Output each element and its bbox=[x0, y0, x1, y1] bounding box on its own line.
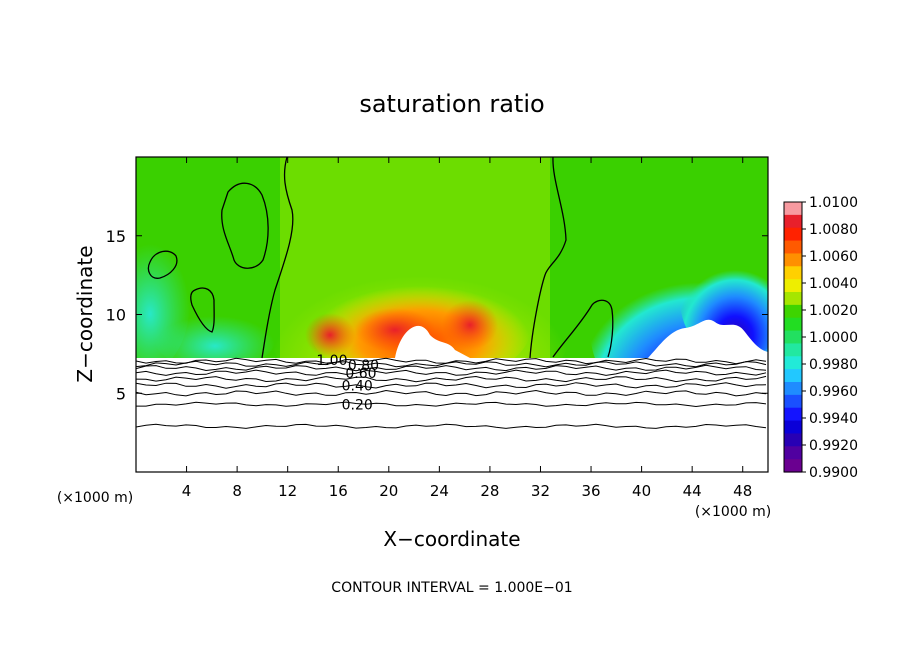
colorbar-swatch bbox=[784, 394, 802, 409]
contour-interval-note: CONTOUR INTERVAL = 1.000E−01 bbox=[331, 580, 572, 596]
colorbar-swatch bbox=[784, 330, 802, 345]
y-axis-ticks: 5 10 15 bbox=[106, 227, 768, 403]
x-tick-label: 12 bbox=[278, 482, 297, 500]
colorbar-swatch bbox=[784, 369, 802, 383]
colorbar-tick-label: 1.0100 bbox=[809, 195, 858, 211]
contour-lines-upper bbox=[147, 157, 614, 359]
colorbar-swatch bbox=[784, 240, 802, 255]
contour-loop-4 bbox=[552, 299, 614, 358]
y-tick-label: 15 bbox=[106, 227, 126, 246]
x-tick-label: 32 bbox=[531, 482, 550, 500]
colorbar-swatch bbox=[784, 214, 802, 229]
contour-loop-1 bbox=[221, 182, 269, 269]
colorbar-swatch bbox=[784, 343, 802, 357]
x-tick-label: 28 bbox=[480, 482, 499, 500]
colorbar-swatch bbox=[784, 433, 802, 447]
colorbar-swatch bbox=[784, 227, 802, 242]
contour-label: 0.60 bbox=[345, 366, 376, 382]
x-axis-label: X−coordinate bbox=[383, 527, 520, 551]
x-tick-label: 44 bbox=[683, 482, 702, 500]
y-tick-label: 5 bbox=[116, 384, 126, 403]
contour-line-lower bbox=[136, 375, 767, 383]
contour-line-lower bbox=[136, 360, 767, 368]
colorbar-swatch bbox=[784, 202, 802, 216]
contour-label: 0.40 bbox=[342, 378, 373, 394]
colorbar-swatch bbox=[784, 420, 802, 435]
x-tick-label: 20 bbox=[379, 482, 398, 500]
contour-field bbox=[136, 157, 768, 472]
cloud-gap-right bbox=[648, 319, 768, 360]
contour-label: 0.20 bbox=[342, 397, 373, 413]
x-tick-label: 4 bbox=[182, 482, 192, 500]
colorbar-tick-label: 0.9960 bbox=[809, 384, 858, 400]
contour-line-lower bbox=[136, 369, 767, 376]
colorbar: 1.0100 1.0080 1.0060 1.0040 1.0020 1.0000 0.99… bbox=[783, 195, 858, 481]
colorbar-tick-label: 0.9940 bbox=[809, 411, 858, 427]
contour-lines-lower bbox=[136, 357, 767, 429]
colorbar-swatch bbox=[784, 459, 802, 473]
x-unit-label-left: (×1000 m) bbox=[57, 490, 133, 506]
x-axis-ticks: 4 8 12 16 20 24 28 32 36 40 44 48 bbox=[182, 157, 752, 500]
contour-label: 0.80 bbox=[348, 358, 379, 374]
colorbar-swatch bbox=[784, 356, 802, 370]
contour-label: 1.00 bbox=[316, 353, 347, 369]
x-tick-label: 24 bbox=[430, 482, 449, 500]
contour-loop-2 bbox=[147, 250, 178, 279]
x-tick-label: 40 bbox=[632, 482, 651, 500]
colorbar-swatch bbox=[784, 279, 802, 293]
colorbar-tick-label: 0.9900 bbox=[809, 465, 858, 481]
x-tick-label: 16 bbox=[329, 482, 348, 500]
colorbar-tick-label: 1.0000 bbox=[809, 330, 858, 346]
x-tick-label: 36 bbox=[581, 482, 600, 500]
x-tick-label: 8 bbox=[232, 482, 242, 500]
colorbar-swatch bbox=[784, 266, 802, 280]
contour-line-lower bbox=[136, 401, 767, 408]
x-unit-label-right: (×1000 m) bbox=[695, 504, 771, 520]
colorbar-tick-label: 0.9980 bbox=[809, 357, 858, 373]
contour-loop-3 bbox=[190, 287, 215, 333]
colorbar-swatch bbox=[784, 304, 802, 319]
colorbar-swatch bbox=[784, 446, 802, 460]
colorbar-swatch bbox=[784, 317, 802, 332]
cloud-gap-center bbox=[395, 325, 470, 358]
contour-line-lower bbox=[136, 423, 767, 429]
contour-line-lower bbox=[136, 382, 767, 389]
contour-labels: 1.00 0.800.600.40 0.20 bbox=[316, 353, 379, 413]
contour-line-lower bbox=[136, 389, 767, 397]
contour-line-left bbox=[261, 157, 294, 359]
chart-title: saturation ratio bbox=[359, 90, 544, 118]
contour-line-lower bbox=[136, 364, 767, 372]
colorbar-swatch bbox=[784, 253, 802, 267]
colorbar-tick-label: 1.0020 bbox=[809, 303, 858, 319]
contour-line-lower bbox=[136, 357, 767, 365]
colorbar-tick-label: 1.0060 bbox=[809, 249, 858, 265]
colorbar-tick-label: 1.0040 bbox=[809, 276, 858, 292]
colorbar-swatch bbox=[784, 292, 802, 306]
x-tick-label: 48 bbox=[733, 482, 752, 500]
y-tick-label: 10 bbox=[106, 306, 126, 325]
colorbar-swatch bbox=[784, 382, 802, 396]
colorbar-tick-label: 1.0080 bbox=[809, 222, 858, 238]
colorbar-tick-label: 0.9920 bbox=[809, 438, 858, 454]
y-axis-label: Z−coordinate bbox=[73, 245, 97, 382]
colorbar-swatch bbox=[784, 407, 802, 422]
contour-line-right bbox=[529, 157, 567, 359]
